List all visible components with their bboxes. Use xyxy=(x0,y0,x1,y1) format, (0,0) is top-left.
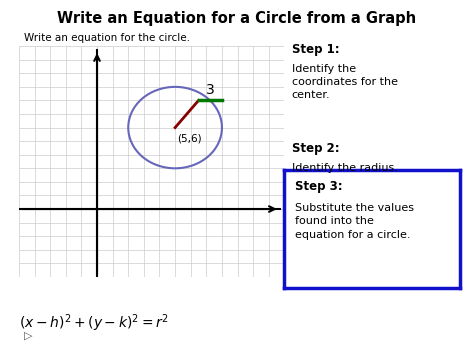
Text: Write an Equation for a Circle from a Graph: Write an Equation for a Circle from a Gr… xyxy=(57,11,417,26)
Text: Step 1:: Step 1: xyxy=(292,43,339,56)
Text: ▷: ▷ xyxy=(24,331,32,341)
Text: 3: 3 xyxy=(206,83,215,97)
Text: (5,6): (5,6) xyxy=(177,133,201,143)
Text: Step 3:: Step 3: xyxy=(295,180,343,193)
Text: $(x-h)^2+(y-k)^2=r^2$: $(x-h)^2+(y-k)^2=r^2$ xyxy=(19,312,169,334)
Text: Substitute the values
found into the
equation for a circle.: Substitute the values found into the equ… xyxy=(295,203,414,240)
Text: Identify the
coordinates for the
center.: Identify the coordinates for the center. xyxy=(292,64,398,100)
Text: Write an equation for the circle.: Write an equation for the circle. xyxy=(24,33,190,43)
Text: Step 2:: Step 2: xyxy=(292,142,339,155)
Text: Identify the radius.: Identify the radius. xyxy=(292,163,397,173)
